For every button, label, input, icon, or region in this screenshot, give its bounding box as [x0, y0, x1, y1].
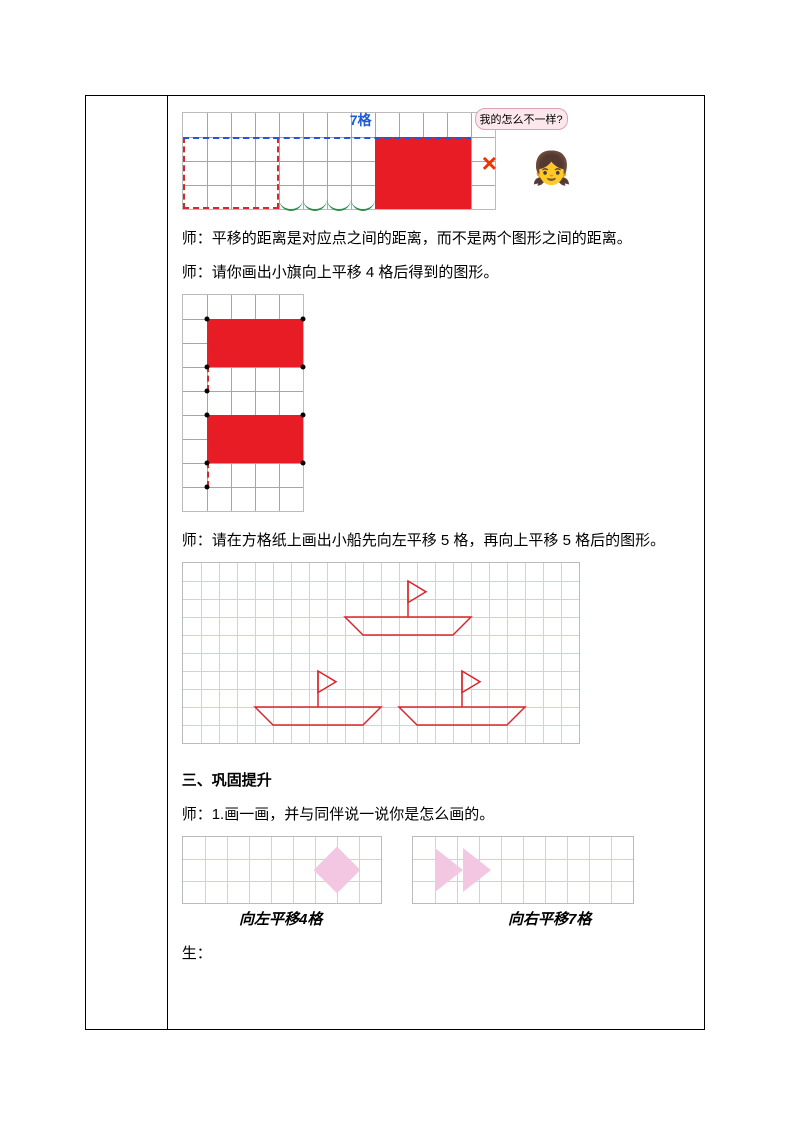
figure-3 — [182, 562, 692, 748]
figure-4: 向左平移4格 向右平移7格 — [182, 836, 692, 929]
figure-4-right-grid — [412, 836, 634, 904]
red-x-mark: × — [482, 148, 497, 179]
caption-left: 向左平移4格 — [182, 908, 380, 929]
content-column: 我的怎么不一样? 👧 × 7格 师：平移的距离是对应点之间的距离，而不是两个图形… — [167, 96, 704, 1030]
girl-icon: 👧 — [532, 152, 572, 184]
layout-table: 我的怎么不一样? 👧 × 7格 师：平移的距离是对应点之间的距离，而不是两个图形… — [85, 95, 705, 1030]
text-flag-up4: 师：请你画出小旗向上平移 4 格后得到的图形。 — [182, 258, 692, 288]
left-column — [86, 96, 168, 1030]
speech-bubble: 我的怎么不一样? — [475, 108, 568, 130]
text-distance-explain: 师：平移的距离是对应点之间的距离，而不是两个图形之间的距离。 — [182, 224, 692, 254]
figure-2-grid — [182, 294, 304, 512]
figure-2 — [182, 294, 692, 516]
figure-4-left-grid — [182, 836, 382, 904]
label-7-ge: 7格 — [350, 110, 372, 130]
text-boat-instr: 师：请在方格纸上画出小船先向左平移 5 格，再向上平移 5 格后的图形。 — [182, 526, 692, 556]
caption-right: 向右平移7格 — [440, 908, 660, 929]
figure-1: 我的怎么不一样? 👧 × 7格 — [182, 112, 692, 214]
text-student: 生： — [182, 939, 692, 969]
figure-3-grid — [182, 562, 580, 744]
section-3-title: 三、巩固提升 — [182, 766, 692, 796]
text-draw-talk: 师：1.画一画，并与同伴说一说你是怎么画的。 — [182, 800, 692, 830]
figure-1-grid — [182, 112, 496, 210]
